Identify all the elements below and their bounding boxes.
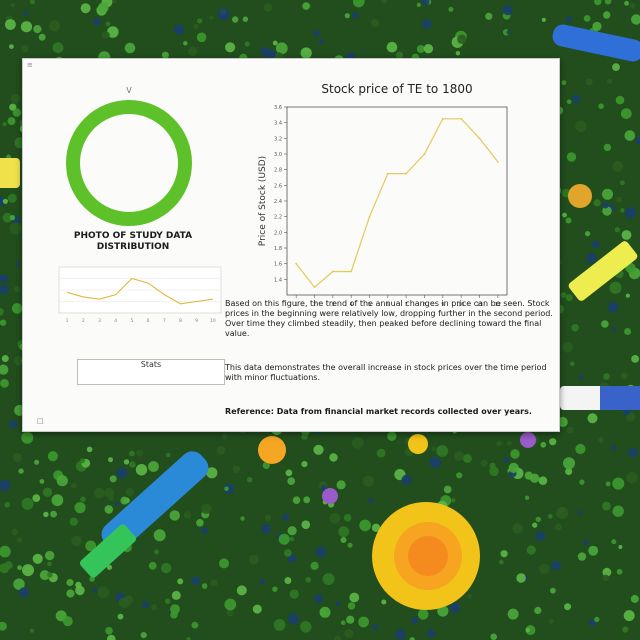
mini-x-tick-label: 3 xyxy=(98,318,101,324)
mini-x-tick-label: 10 xyxy=(210,318,216,324)
data-point xyxy=(405,173,407,175)
data-point xyxy=(332,271,334,273)
report-document: ≡ V PHOTO OF STUDY DATA DISTRIBUTION 1 2 3… xyxy=(22,58,560,432)
mini-x-tick-label: 6 xyxy=(147,318,150,324)
mini-stats-label: Stats xyxy=(78,360,224,369)
data-point xyxy=(369,216,371,218)
mini-line-chart: 1 2 3 4 5 6 7 8 9 10 xyxy=(35,261,225,341)
page-number: □ xyxy=(37,417,44,425)
data-point xyxy=(460,118,462,120)
crayon-white-tip xyxy=(600,386,640,410)
data-point xyxy=(442,118,444,120)
flower-icon xyxy=(322,488,338,504)
y-tick-label: 1.4 xyxy=(274,277,282,283)
donut-chart: V xyxy=(63,83,195,233)
y-tick-label: 3.6 xyxy=(274,105,282,111)
y-tick-label: 2.0 xyxy=(274,230,282,236)
mini-x-tick-label: 2 xyxy=(82,318,85,324)
y-tick-label: 3.4 xyxy=(274,121,282,127)
data-point xyxy=(314,286,316,288)
y-axis-label: Price of Stock (USD) xyxy=(258,156,268,246)
body-paragraph-2: This data demonstrates the overall incre… xyxy=(225,363,555,383)
data-point xyxy=(497,161,499,163)
mini-stats-box: Stats xyxy=(77,359,225,385)
flower-icon xyxy=(568,184,592,208)
crayon-yellow-left xyxy=(0,158,20,188)
flower-icon xyxy=(520,432,536,448)
body-paragraph-1: Based on this figure, the trend of the a… xyxy=(225,299,555,339)
flower-icon xyxy=(408,434,428,454)
flower-icon xyxy=(258,436,286,464)
plot-frame xyxy=(287,107,507,295)
data-point xyxy=(295,263,297,265)
y-tick-label: 2.2 xyxy=(274,215,282,221)
y-tick-label: 3.2 xyxy=(274,136,282,142)
stock-price-chart: Stock price of TE to 1800 1.4 1.6 1.8 2.0 2.2… xyxy=(225,77,515,309)
mini-x-tick-label: 1 xyxy=(66,318,69,324)
data-point xyxy=(387,173,389,175)
y-tick-label: 1.6 xyxy=(274,262,282,268)
mini-x-tick-label: 4 xyxy=(114,318,117,324)
y-tick-label: 3.0 xyxy=(274,152,282,158)
data-point xyxy=(424,153,426,155)
sunflower-icon xyxy=(372,502,480,610)
donut-caption: PHOTO OF STUDY DATA DISTRIBUTION xyxy=(53,231,213,253)
chart-title: Stock price of TE to 1800 xyxy=(321,82,472,96)
mini-x-tick-label: 8 xyxy=(179,318,182,324)
data-point xyxy=(479,137,481,139)
donut-ring xyxy=(73,107,185,219)
series-line xyxy=(296,119,498,287)
reference-line: Reference: Data from financial market re… xyxy=(225,407,555,416)
corner-mark: ≡ xyxy=(27,61,33,69)
data-point xyxy=(350,271,352,273)
y-tick-label: 2.4 xyxy=(274,199,282,205)
mini-x-tick-label: 5 xyxy=(130,318,133,324)
mini-x-tick-label: 7 xyxy=(163,318,166,324)
donut-top-label: V xyxy=(126,86,132,95)
y-tick-label: 1.8 xyxy=(274,246,282,252)
y-tick-label: 2.6 xyxy=(274,183,282,189)
mini-x-tick-label: 9 xyxy=(195,318,198,324)
y-tick-label: 2.8 xyxy=(274,168,282,174)
